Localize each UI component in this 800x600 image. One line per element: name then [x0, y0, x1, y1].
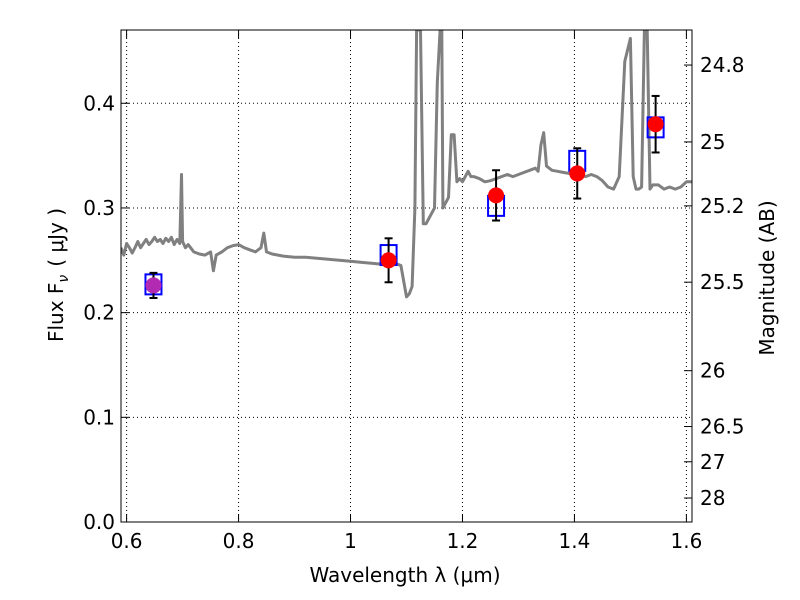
spectrum-layer	[121, 30, 692, 299]
y-tick-label: 0.4	[83, 91, 115, 115]
y-tick-label: 0.3	[83, 196, 115, 220]
mag-tick-label: 25	[700, 130, 725, 154]
spectrum-line	[121, 30, 692, 299]
observed-point	[380, 252, 397, 269]
mag-tick-labels: 24.8 25 25.2 25.5 26 26.5 27 28	[700, 53, 745, 510]
y-tick-label: 0.1	[83, 405, 115, 429]
x-tick-label: 1.6	[670, 529, 702, 553]
y-axis-label-sub: ν	[56, 275, 72, 283]
x-tick-label: 1.2	[447, 529, 479, 553]
mag-tick-label: 28	[700, 486, 725, 510]
x-tick-label: 0.8	[223, 529, 255, 553]
mag-tick-label: 24.8	[700, 53, 745, 77]
mag-tick-label: 26	[700, 359, 725, 383]
y2-axis-label: Magnitude (AB)	[755, 200, 779, 355]
x-tick-label: 1	[344, 529, 357, 553]
x-axis-label: Wavelength λ (μm)	[309, 563, 500, 587]
x-tick-label: 1.4	[559, 529, 591, 553]
grid-layer	[121, 30, 692, 523]
y-tick-label: 0.0	[83, 510, 115, 534]
x-tick-label: 0.6	[111, 529, 143, 553]
y-tick-label: 0.2	[83, 301, 115, 325]
y-axis-label: Flux Fν ( μJy )	[44, 208, 72, 342]
plot-frame	[120, 29, 693, 523]
y-tick-labels: 0.0 0.1 0.2 0.3 0.4	[83, 91, 115, 534]
errorbar-layer	[149, 94, 660, 299]
observed-point	[145, 277, 162, 294]
x-tick-labels: 0.6 0.8 1 1.2 1.4 1.6	[111, 529, 703, 553]
mag-tick-label: 25.2	[700, 194, 745, 218]
observed-point	[488, 187, 505, 204]
mag-tick-label: 26.5	[700, 415, 745, 439]
observed-point	[647, 116, 664, 133]
observed-point	[569, 165, 586, 182]
y-axis-label-main: Flux F	[44, 283, 68, 342]
mag-tick-label: 27	[700, 450, 725, 474]
y-axis-label-units: ( μJy )	[44, 208, 68, 267]
mag-tick-label: 25.5	[700, 270, 745, 294]
observed-layer	[145, 116, 664, 294]
tick-layer	[121, 30, 692, 523]
svg-text:Flux Fν( μJy ): Flux Fν ( μJy )	[44, 208, 72, 342]
model-layer	[144, 116, 665, 296]
